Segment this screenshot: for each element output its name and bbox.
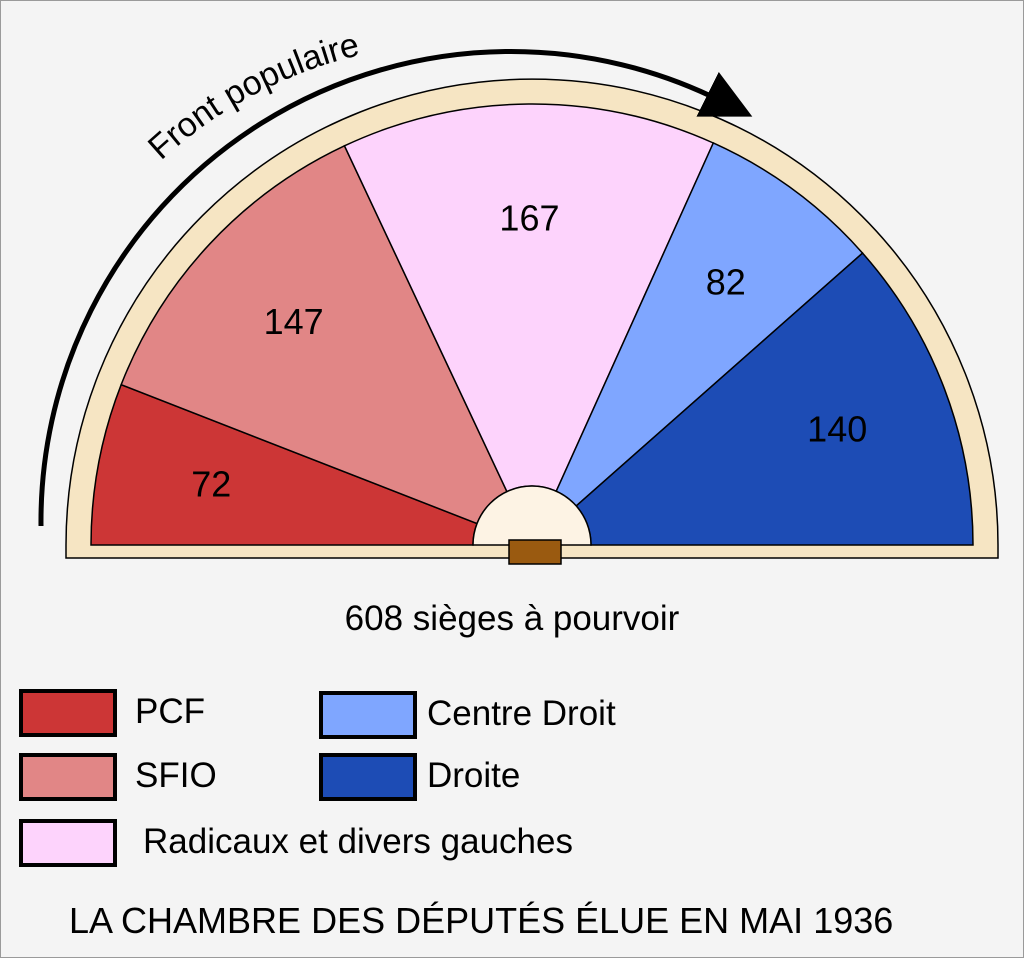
legend-label-sfio: SFIO: [135, 756, 217, 795]
sector-value-pcf: 72: [191, 464, 231, 505]
legend-label-centre-droit: Centre Droit: [427, 694, 616, 733]
tribune-icon: [472, 485, 592, 546]
legend-swatch-centre-droit: [319, 691, 417, 739]
sector-value-radicaux-et-divers-gauches: 167: [499, 198, 559, 239]
legend-swatch-pcf: [19, 689, 117, 737]
legend-swatch-radicaux-et-divers-gauches: [19, 819, 117, 867]
legend-swatch-droite: [319, 753, 417, 801]
sector-value-centre-droit: 82: [706, 261, 746, 302]
sector-value-sfio: 147: [264, 301, 324, 342]
legend-label-pcf: PCF: [135, 692, 205, 731]
legend-swatch-sfio: [19, 753, 117, 801]
seat-sectors: [90, 103, 974, 546]
legend-label-droite: Droite: [427, 756, 521, 795]
speaker-desk-icon: [508, 539, 562, 565]
front-populaire-arrow-icon: [38, 48, 753, 527]
seats-total-label: 608 sièges à pourvoir: [344, 599, 680, 638]
legend-label-radicaux-et-divers-gauches: Radicaux et divers gauches: [143, 822, 573, 861]
sector-value-droite: 140: [807, 409, 867, 450]
sector-value-labels: 72 147 167 82 140: [191, 198, 867, 505]
chart-title: LA CHAMBRE DES DÉPUTÉS ÉLUE EN MAI 1936: [69, 900, 894, 941]
